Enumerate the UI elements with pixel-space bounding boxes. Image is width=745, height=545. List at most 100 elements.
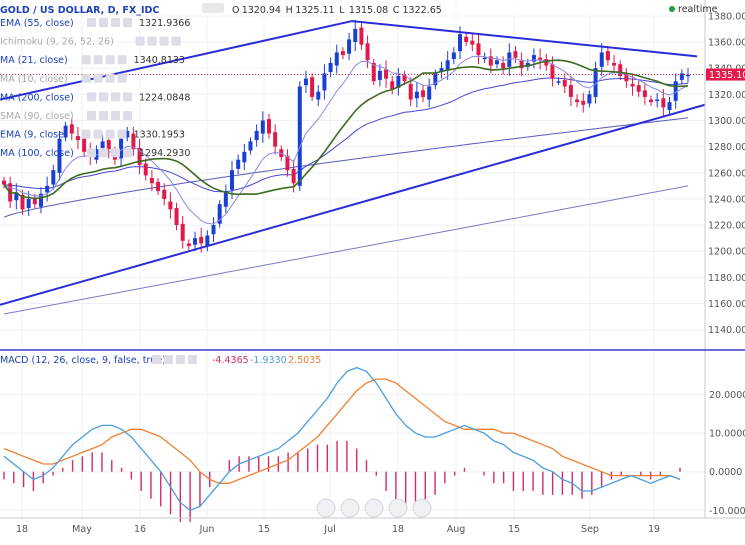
indicator-control-icon[interactable] <box>87 18 96 27</box>
macd-control-icon[interactable] <box>152 355 161 364</box>
macd-control-icon[interactable] <box>188 355 197 364</box>
time-tick-label: Sep <box>581 524 599 535</box>
ohlc-l_label: L <box>339 5 345 16</box>
upper-left-trendline[interactable] <box>0 20 353 101</box>
indicator-control-icon[interactable] <box>117 129 127 139</box>
candle-body <box>408 83 413 100</box>
triangle-trendlines[interactable] <box>0 20 706 306</box>
macd-histogram <box>3 440 681 522</box>
indicator-control-icon[interactable] <box>93 55 103 65</box>
candle-body <box>32 197 37 205</box>
indicator-control-icon[interactable] <box>111 148 120 158</box>
indicator-control-icon[interactable] <box>87 111 96 120</box>
indicator-control-icon[interactable] <box>105 129 115 139</box>
zoom-in-icon[interactable] <box>388 498 408 518</box>
price-tick-label: 1200.00 <box>708 247 745 258</box>
scroll-controls[interactable] <box>316 498 432 518</box>
signal-line <box>3 378 681 484</box>
candle-body <box>568 85 573 97</box>
indicator-control-icon[interactable] <box>111 92 120 102</box>
ohlc-c: 1322.65 <box>403 5 442 16</box>
scroll-right-icon[interactable] <box>412 498 432 518</box>
indicator-control-icon[interactable] <box>93 129 103 139</box>
price-tick-label: 1220.00 <box>708 221 745 232</box>
candle-body <box>562 79 567 87</box>
macd-lines <box>3 366 681 512</box>
macd-line <box>3 366 681 512</box>
indicator-control-icon[interactable] <box>81 55 91 65</box>
time-tick-label: 18 <box>392 524 404 535</box>
candle-body <box>100 141 105 148</box>
candle-body <box>458 34 462 52</box>
indicator-control-icon[interactable] <box>111 111 120 120</box>
scroll-left-icon[interactable] <box>316 498 336 518</box>
indicator-control-icon[interactable] <box>105 55 115 65</box>
candle-body <box>254 130 259 141</box>
indicator-control-icon[interactable] <box>123 111 132 120</box>
indicator-control-icon[interactable] <box>123 92 132 102</box>
macd-signal-value: 2.5035 <box>288 355 321 366</box>
indicator-control-icon[interactable] <box>81 73 91 83</box>
candle-body <box>513 51 518 58</box>
indicator-control-icon[interactable] <box>171 36 181 46</box>
indicator-control-icon[interactable] <box>99 92 108 102</box>
candle-body <box>38 193 43 207</box>
price-tick-label: 1160.00 <box>708 299 745 310</box>
price-axis[interactable]: 1140.00 1160.00 1180.00 1200.00 1220.00 1240.… <box>704 0 745 518</box>
candle-body <box>137 147 142 165</box>
candle-body <box>538 57 543 61</box>
candle-body <box>661 98 666 108</box>
candle-body <box>673 81 678 101</box>
indicator-control-icon[interactable] <box>87 92 96 102</box>
reset-icon[interactable] <box>364 498 384 518</box>
price-tick-label: 1140.00 <box>708 325 745 336</box>
candle-body <box>427 86 432 100</box>
candle-body <box>377 70 382 80</box>
time-tick-label: Jul <box>323 524 335 535</box>
upper-right-trendline[interactable] <box>351 20 698 58</box>
candle-body <box>550 64 555 79</box>
lower-trendline[interactable] <box>0 103 706 306</box>
indicator-control-icon[interactable] <box>93 73 103 83</box>
candle-body <box>501 62 506 69</box>
candle-body <box>649 99 654 103</box>
candle-body <box>581 100 586 105</box>
candle-body <box>371 62 376 82</box>
indicator-label: MA (10, close) <box>0 74 68 85</box>
macd-control-icon[interactable] <box>176 355 185 364</box>
candle-body <box>328 62 333 73</box>
candle-body <box>51 170 56 185</box>
candle-body <box>451 52 456 59</box>
indicator-control-icon[interactable] <box>117 55 127 65</box>
indicator-control-icon[interactable] <box>159 36 169 46</box>
candle-body <box>322 73 327 91</box>
indicator-control-icon[interactable] <box>99 111 108 120</box>
candle-body <box>445 60 450 71</box>
candle-body <box>556 81 561 83</box>
indicator-control-icon[interactable] <box>123 18 132 27</box>
macd-control-icon[interactable] <box>164 355 173 364</box>
indicator-label: EMA (9, close) <box>0 130 68 141</box>
indicator-control-icon[interactable] <box>81 129 91 139</box>
indicator-control-icon[interactable] <box>87 148 96 158</box>
indicator-control-icon[interactable] <box>117 73 127 83</box>
zoom-out-icon[interactable] <box>340 498 360 518</box>
indicator-control-icon[interactable] <box>123 148 132 158</box>
indicator-control-icon[interactable] <box>99 18 108 27</box>
ohlc-h_label: H <box>286 5 293 16</box>
indicator-control-icon[interactable] <box>99 148 108 158</box>
settings-icon[interactable] <box>202 3 224 13</box>
candle-body <box>230 170 234 190</box>
time-axis[interactable]: 18 May 16 Jun 15 Jul 18 Aug 15 Sep 19 <box>0 517 745 535</box>
indicator-control-icon[interactable] <box>147 36 157 46</box>
candle-body <box>248 141 253 151</box>
candle-body <box>199 236 204 244</box>
candle-body <box>587 94 592 104</box>
indicator-control-icon[interactable] <box>111 18 120 27</box>
macd-legend-label: MACD (12, 26, close, 9, false, true) <box>0 355 166 366</box>
indicator-control-icon[interactable] <box>105 73 115 83</box>
candle-body <box>575 99 580 103</box>
indicator-value: 1340.8133 <box>134 55 185 66</box>
price-tick-label: 1300.00 <box>708 116 745 127</box>
indicator-control-icon[interactable] <box>135 36 145 46</box>
